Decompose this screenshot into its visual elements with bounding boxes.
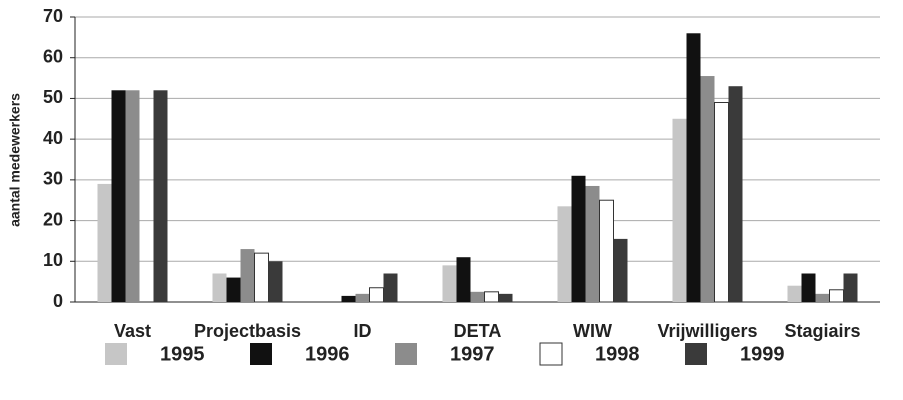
bar <box>226 277 241 302</box>
bar <box>153 90 168 303</box>
bar <box>97 183 112 302</box>
legend-swatch <box>105 343 127 365</box>
bar <box>801 273 816 302</box>
legend-label: 1995 <box>160 343 205 365</box>
y-tick-label: 0 <box>53 291 63 311</box>
bar <box>571 175 586 302</box>
legend-label: 1999 <box>740 343 785 365</box>
bar <box>613 238 628 302</box>
bar <box>714 102 729 303</box>
bar <box>686 33 701 303</box>
bar <box>442 265 457 302</box>
bar <box>355 293 370 302</box>
legend-label: 1997 <box>450 343 495 365</box>
bar <box>829 289 844 303</box>
bar <box>268 261 283 302</box>
y-tick-label: 40 <box>43 128 63 148</box>
bar <box>700 76 715 303</box>
legend-label: 1996 <box>305 343 350 365</box>
bar <box>843 273 858 302</box>
bar <box>456 257 471 302</box>
bar <box>111 90 126 303</box>
x-tick-label: Vrijwilligers <box>657 321 757 341</box>
y-tick-label: 10 <box>43 250 63 270</box>
x-tick-label: DETA <box>454 321 502 341</box>
x-tick-label: WIW <box>573 321 612 341</box>
bar <box>240 249 255 302</box>
x-tick-label: Stagiairs <box>784 321 860 341</box>
bar <box>728 86 743 302</box>
bar <box>498 293 513 302</box>
legend-swatch <box>250 343 272 365</box>
bar <box>470 291 485 302</box>
bar <box>212 273 227 302</box>
bar <box>599 199 614 303</box>
bar <box>484 291 499 303</box>
y-axis-label: aantal medewerkers <box>7 93 23 227</box>
x-tick-label: Projectbasis <box>194 321 301 341</box>
y-tick-label: 60 <box>43 46 63 66</box>
legend-swatch <box>395 343 417 365</box>
y-tick-label: 30 <box>43 169 63 189</box>
bar <box>254 252 269 303</box>
bar <box>557 206 572 302</box>
bar <box>672 118 687 303</box>
x-tick-label: ID <box>354 321 372 341</box>
bar <box>125 90 140 303</box>
bar <box>341 295 356 302</box>
bar <box>383 273 398 302</box>
y-tick-label: 70 <box>43 6 63 26</box>
y-tick-label: 50 <box>43 87 63 107</box>
bar <box>585 185 600 302</box>
bar <box>369 287 384 303</box>
legend-swatch <box>685 343 707 365</box>
x-tick-label: Vast <box>114 321 151 341</box>
legend-swatch <box>539 342 563 366</box>
y-tick-label: 20 <box>43 209 63 229</box>
bar <box>787 285 802 302</box>
bar <box>815 293 830 302</box>
legend-label: 1998 <box>595 343 640 365</box>
